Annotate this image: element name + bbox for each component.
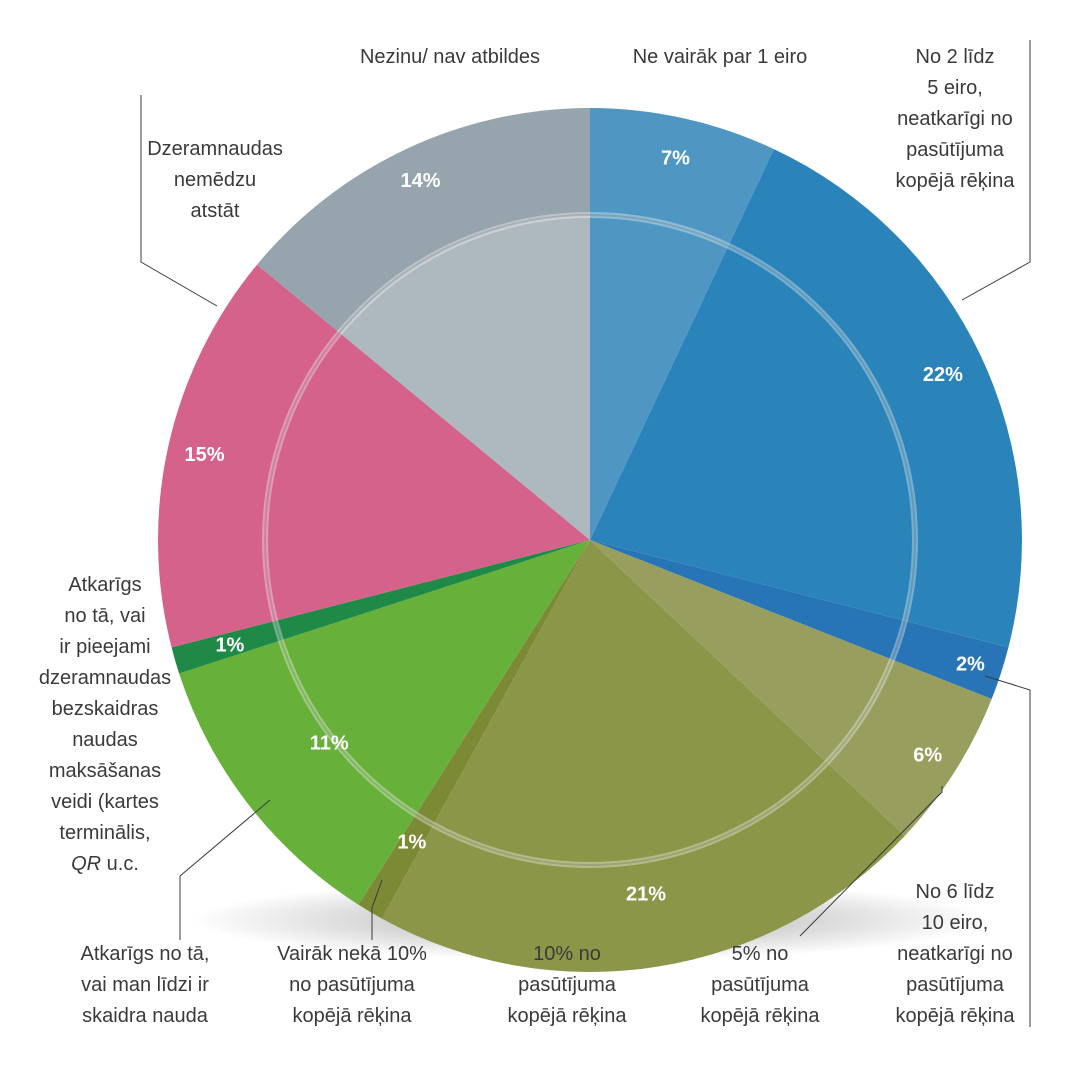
inner-rim	[262, 212, 918, 868]
slice-percent-label: 1%	[215, 635, 244, 657]
pie-slice	[158, 264, 591, 648]
label-nezinu-nav-atbildes: Nezinu/ nav atbildes	[359, 46, 541, 68]
pie-slice	[590, 149, 1022, 648]
leader-line	[179, 799, 271, 940]
leader-line	[140, 95, 218, 307]
pie-slice	[381, 540, 905, 973]
leader-line	[984, 675, 1031, 1027]
slice-percent-label: 14%	[400, 170, 440, 192]
leader-line	[799, 786, 943, 937]
slice-percent-label: 1%	[397, 831, 426, 853]
leader-line	[961, 40, 1031, 301]
percent-labels: 7% 22% 2% 6% 21% 1% 11% 1% 15% 14%	[184, 147, 985, 905]
slice-percent-label: 2%	[956, 654, 985, 676]
leader-line	[371, 879, 383, 940]
pie-slice	[590, 540, 992, 836]
pie-slice	[171, 540, 590, 674]
label-no-6-lidz-10-eiro: No 6 līdz 10 eiro, neatkarīgi no pasūtīj…	[895, 881, 1015, 1027]
label-10-procenti: 10% no pasūtījuma kopējā rēķina	[507, 943, 627, 1027]
pie-slice	[179, 540, 590, 905]
inner-rim-edge	[264, 214, 916, 866]
pie-slice	[257, 107, 590, 540]
label-no-2-lidz-5-eiro: No 2 līdz 5 eiro, neatkarīgi no pasūtīju…	[895, 46, 1015, 192]
slice-percent-label: 21%	[626, 884, 666, 906]
label-vairak-neka-10-procenti: Vairāk nekā 10% no pasūtījuma kopējā rēķ…	[277, 943, 427, 1027]
pie-slice	[358, 540, 590, 919]
label-5-procenti: 5% no pasūtījuma kopējā rēķina	[700, 943, 820, 1027]
slice-percent-label: 15%	[184, 444, 224, 466]
label-atkarigs-bezskaidras: Atkarīgs no tā, vai ir pieejami dzeramna…	[38, 574, 172, 875]
slice-percent-label: 22%	[923, 364, 963, 386]
label-dzeramnaudas-nemedzu-atstat: Dzeramnaudas nemēdzu atstāt	[147, 138, 283, 222]
slices	[158, 107, 1022, 973]
slice-percent-label: 7%	[661, 147, 690, 169]
label-ne-vairak-par-1-eiro: Ne vairāk par 1 eiro	[632, 46, 808, 68]
leader-lines	[140, 40, 1031, 1027]
slice-percent-label: 6%	[913, 744, 942, 766]
pie-slice	[590, 108, 774, 540]
label-atkarigs-skaidra-nauda: Atkarīgs no tā, vai man līdzi ir skaidra…	[80, 943, 210, 1027]
slice-percent-label: 11%	[310, 732, 349, 754]
pie-slice	[590, 540, 1009, 699]
pie-slice-inner	[339, 215, 590, 540]
